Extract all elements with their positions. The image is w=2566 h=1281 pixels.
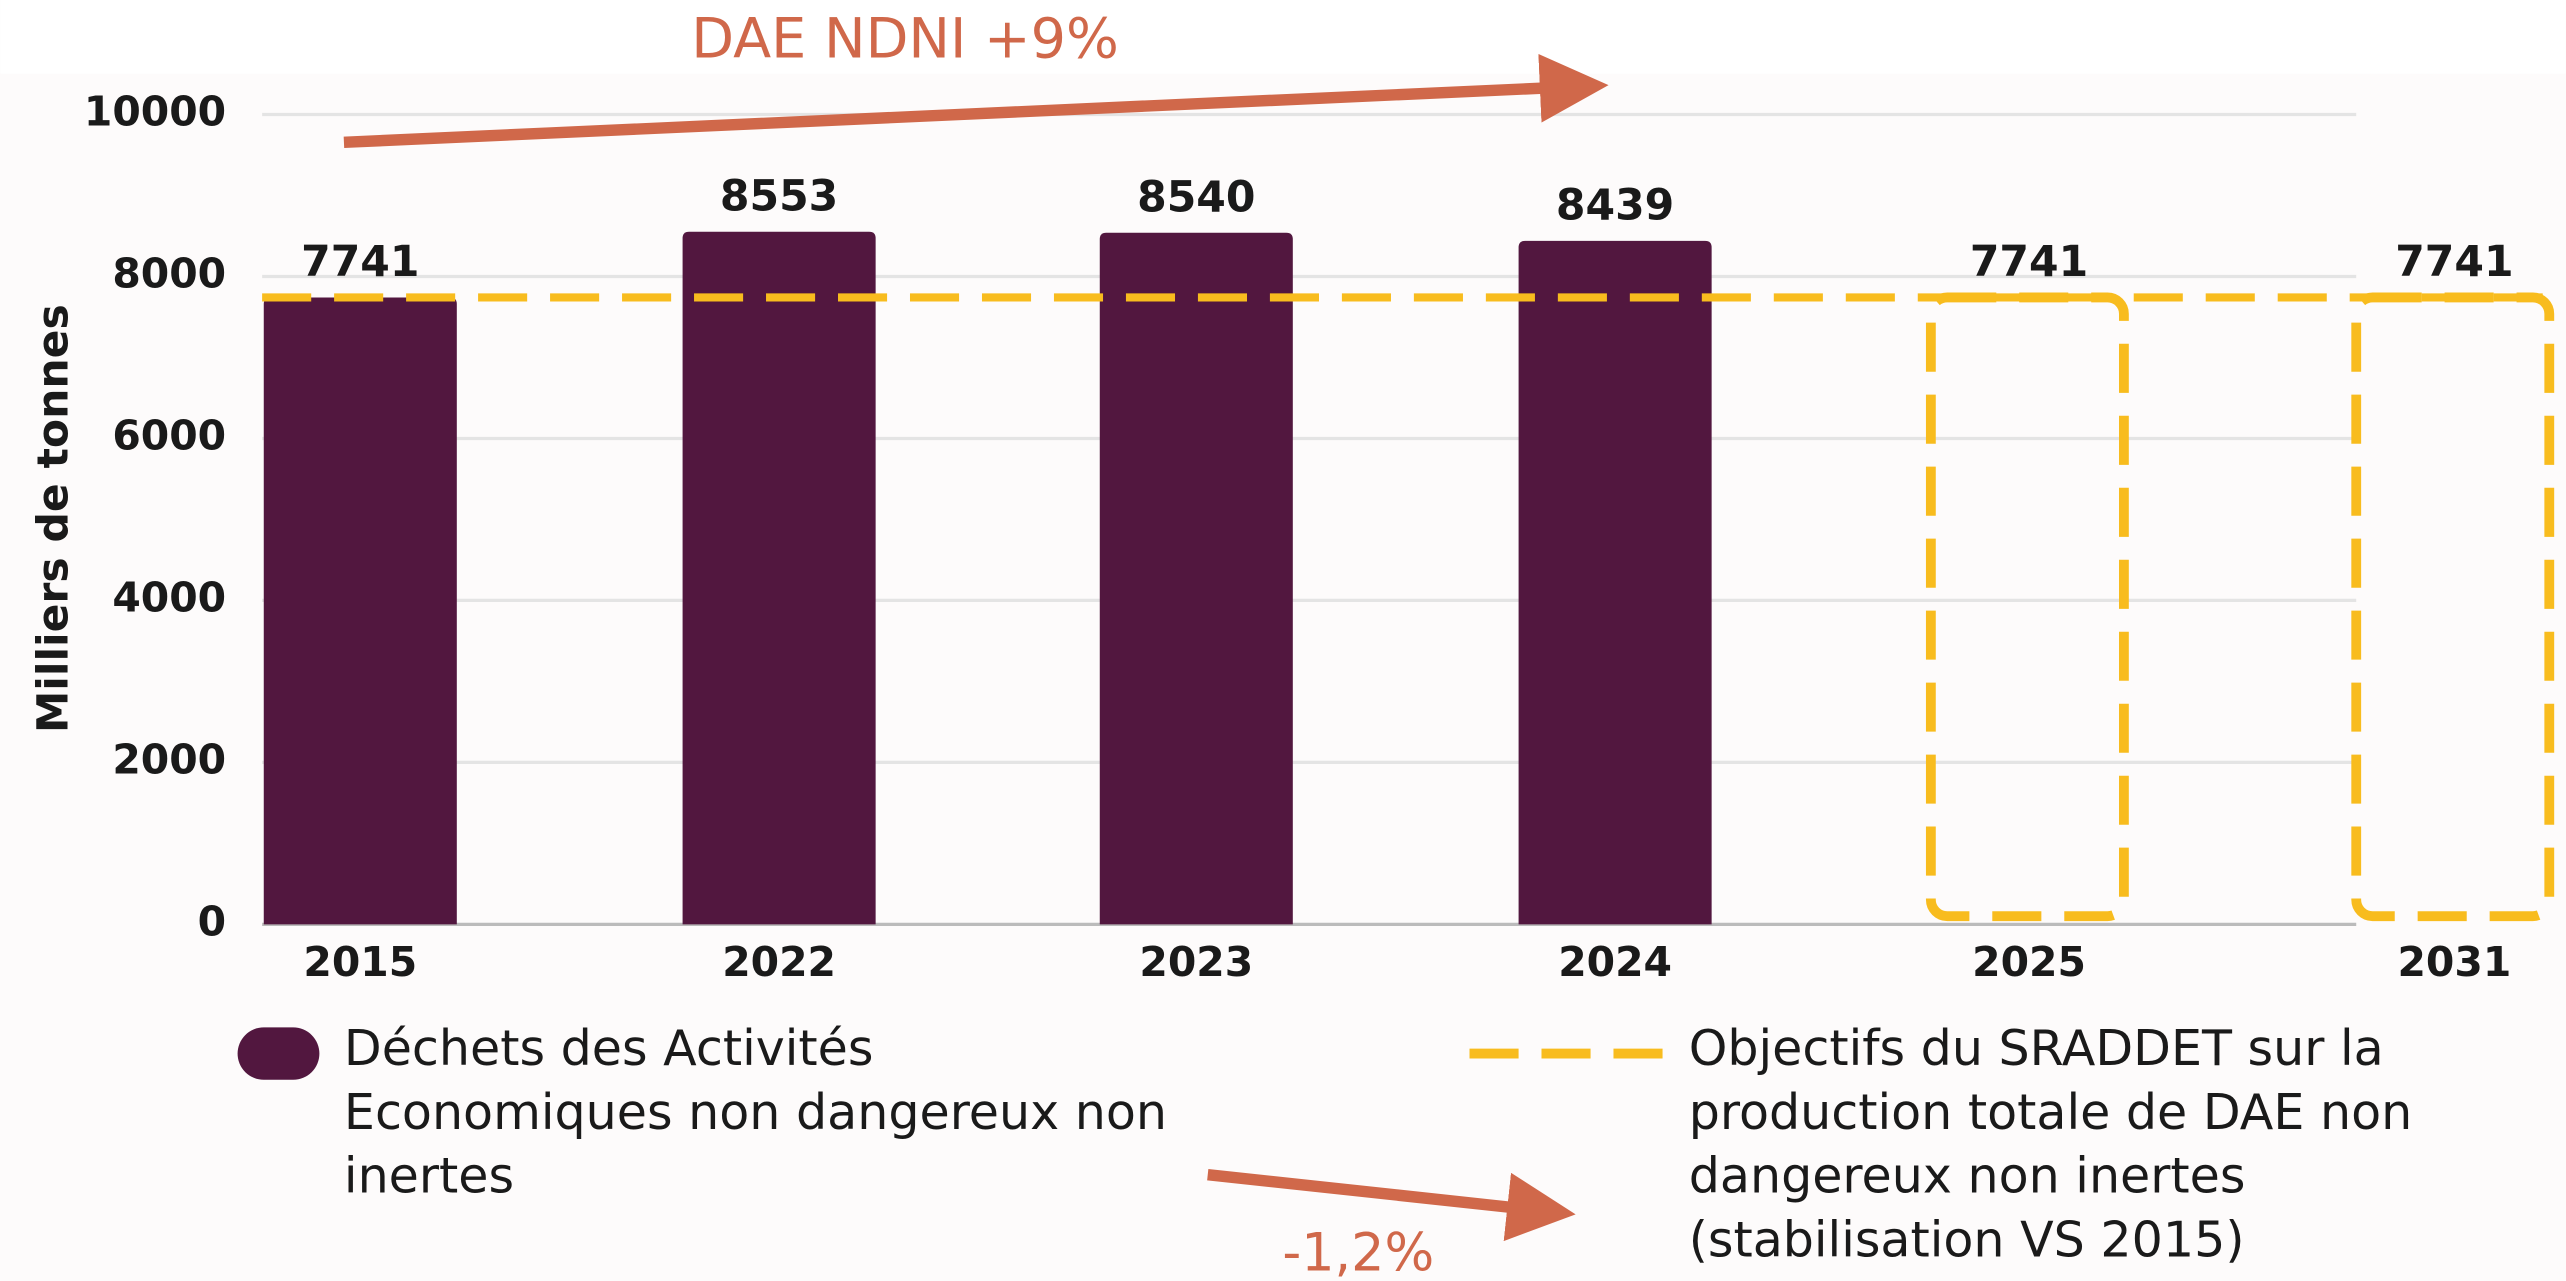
y-tick-label: 6000 — [112, 411, 226, 459]
data-label: 8553 — [720, 172, 838, 221]
x-tick-label: 2024 — [1558, 938, 1672, 986]
y-tick-label: 10000 — [84, 88, 226, 136]
bar — [1099, 232, 1293, 925]
x-tick-label: 2025 — [1972, 938, 2086, 986]
data-label: 8439 — [1556, 182, 1674, 231]
target-box — [1925, 292, 2129, 922]
y-axis-label: Milliers de tonnes — [29, 304, 78, 733]
bar — [682, 231, 876, 925]
data-label: 7741 — [2395, 238, 2513, 287]
x-tick-label: 2022 — [722, 938, 836, 986]
trend-arrow — [343, 53, 1609, 149]
legend-text: Objectifs du SRADDET sur la production t… — [1688, 1020, 2413, 1270]
y-tick-label: 4000 — [112, 573, 226, 621]
y-tick-label: 0 — [198, 897, 226, 945]
y-tick-label: 8000 — [112, 249, 226, 297]
x-tick-label: 2023 — [1139, 938, 1253, 986]
legend-swatch — [237, 1027, 320, 1080]
bar — [263, 297, 457, 925]
data-label: 7741 — [301, 238, 419, 287]
trend-arrow — [1207, 1168, 1576, 1242]
y-tick-label: 2000 — [112, 735, 226, 783]
annotation: DAE NDNI +9% — [691, 7, 1119, 72]
target-box — [2351, 292, 2555, 922]
data-label: 7741 — [1970, 238, 2088, 287]
legend-text: Déchets des Activités Economiques non da… — [343, 1020, 1167, 1206]
data-label: 8540 — [1137, 174, 1255, 223]
x-tick-label: 2031 — [2397, 938, 2511, 986]
annotation: -1,2% — [1282, 1222, 1434, 1281]
x-tick-label: 2015 — [303, 938, 417, 986]
legend-text-0-wrap: Déchets des Activités Economiques non da… — [343, 1020, 1167, 1206]
bar — [1518, 240, 1712, 925]
legend-text-1-wrap: Objectifs du SRADDET sur la production t… — [1688, 1020, 2413, 1270]
top-band — [0, 0, 2566, 74]
